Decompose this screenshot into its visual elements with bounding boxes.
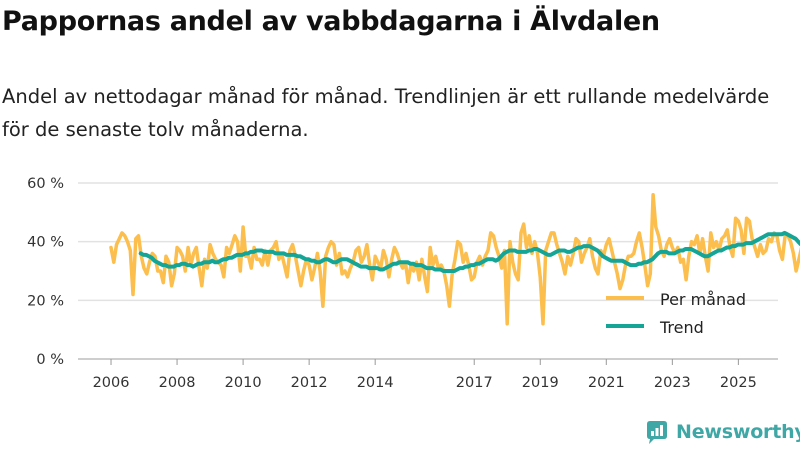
x-tick-label: 2008 bbox=[159, 375, 196, 391]
y-axis-labels: 0 % 20 % 40 % 60 % bbox=[27, 176, 64, 368]
series-lines bbox=[109, 192, 800, 326]
legend: Per månad Trend bbox=[606, 290, 746, 337]
series-line-trend bbox=[138, 230, 800, 273]
x-tick-label: 2014 bbox=[357, 375, 394, 391]
chart-subtitle: Andel av nettodagar månad för månad. Tre… bbox=[2, 85, 770, 141]
y-tick-label: 40 % bbox=[27, 235, 64, 251]
x-tick-label: 2019 bbox=[522, 375, 559, 391]
y-tick-label: 20 % bbox=[27, 293, 64, 309]
chart-title: Pappornas andel av vabbdagarna i Älvdale… bbox=[2, 6, 660, 37]
brand-name: Newsworthy bbox=[676, 421, 800, 443]
legend-label-trend: Trend bbox=[659, 318, 704, 337]
x-axis: 2006 2008 2010 2012 2014 2017 2019 2021 2023 2025 bbox=[93, 359, 757, 391]
legend-label-per-manad: Per månad bbox=[660, 290, 746, 309]
newsworthy-logo-icon bbox=[647, 421, 667, 444]
series-line-per-manad bbox=[109, 192, 800, 326]
x-tick-label: 2006 bbox=[93, 375, 130, 391]
x-tick-label: 2021 bbox=[588, 375, 625, 391]
x-tick-label: 2025 bbox=[720, 375, 757, 391]
x-tick-label: 2023 bbox=[654, 375, 691, 391]
x-tick-label: 2012 bbox=[291, 375, 328, 391]
x-tick-label: 2017 bbox=[456, 375, 493, 391]
y-tick-label: 60 % bbox=[27, 176, 64, 192]
x-tick-label: 2010 bbox=[225, 375, 262, 391]
y-tick-label: 0 % bbox=[36, 352, 64, 368]
newsworthy-logo: Newsworthy bbox=[644, 419, 800, 445]
